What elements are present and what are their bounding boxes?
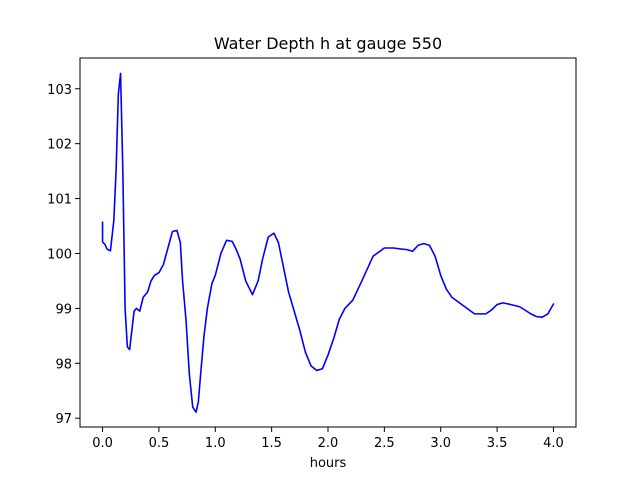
chart-title: Water Depth h at gauge 550 [214, 34, 442, 53]
x-tick-label: 2.0 [318, 436, 339, 451]
x-axis-label: hours [310, 456, 347, 471]
y-tick-label: 102 [47, 138, 72, 153]
x-tick-label: 2.5 [374, 436, 395, 451]
x-tick-label: 1.5 [261, 436, 282, 451]
x-tick-label: 3.5 [487, 436, 508, 451]
x-tick-label: 0.5 [149, 436, 170, 451]
y-tick-label: 103 [47, 83, 72, 98]
y-tick-label: 100 [47, 247, 72, 262]
series-line [101, 72, 555, 413]
y-tick-label: 97 [55, 412, 72, 427]
plot-area [80, 58, 576, 427]
y-tick-label: 98 [55, 357, 72, 372]
y-tick-label: 101 [47, 193, 72, 208]
y-tick-label: 99 [55, 302, 72, 317]
x-axis: 0.0 0.5 1.0 1.5 2.0 2.5 3.0 3.5 4.0 [92, 427, 564, 451]
x-tick-label: 4.0 [543, 436, 564, 451]
series-layer [101, 72, 555, 413]
x-tick-label: 0.0 [92, 436, 113, 451]
x-tick-label: 3.0 [430, 436, 451, 451]
x-tick-label: 1.0 [205, 436, 226, 451]
y-axis: 97 98 99 100 101 102 103 [47, 83, 80, 427]
